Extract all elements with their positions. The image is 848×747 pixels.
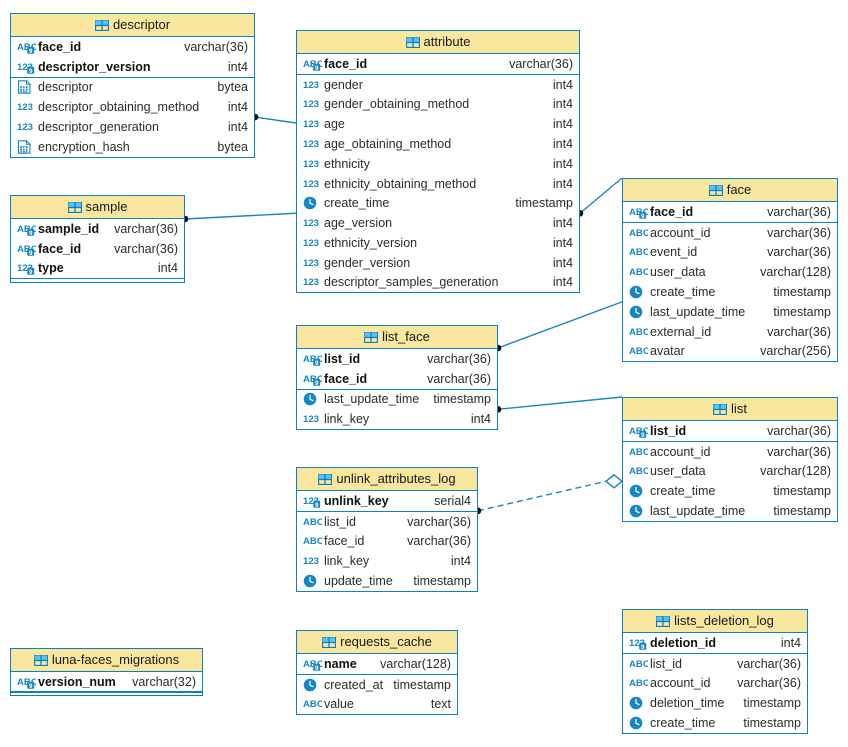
svg-text:123: 123 [303,218,319,229]
svg-text:123: 123 [17,122,33,133]
svg-text:123: 123 [303,80,319,91]
svg-text:ABC: ABC [629,346,648,357]
svg-text:9: 9 [315,65,319,71]
svg-text:123: 123 [303,139,319,150]
svg-text:123: 123 [303,100,319,111]
svg-text:9: 9 [641,213,645,219]
svg-text:123: 123 [303,238,319,249]
svg-text:ABC: ABC [629,248,648,259]
svg-text:9: 9 [315,360,319,366]
svg-text:ABC: ABC [629,659,648,670]
svg-text:ABC: ABC [303,700,322,711]
svg-text:9: 9 [29,48,33,54]
svg-text:ABC: ABC [629,327,648,338]
svg-text:9: 9 [29,269,33,275]
svg-text:123: 123 [303,556,319,567]
svg-text:9: 9 [641,644,645,650]
svg-text:ABC: ABC [629,467,648,478]
svg-text:9: 9 [315,380,319,386]
svg-text:9: 9 [315,502,319,508]
svg-text:123: 123 [303,179,319,190]
svg-text:9: 9 [641,432,645,438]
svg-text:123: 123 [303,119,319,130]
svg-text:9: 9 [29,250,33,256]
svg-text:ABC: ABC [629,267,648,278]
svg-text:ABC: ABC [629,228,648,239]
svg-text:123: 123 [303,258,319,269]
svg-text:9: 9 [29,230,33,236]
svg-text:123: 123 [303,159,319,170]
svg-text:ABC: ABC [303,537,322,548]
svg-text:123: 123 [303,278,319,289]
svg-text:9: 9 [315,665,319,671]
svg-text:123: 123 [17,102,33,113]
svg-text:9: 9 [29,68,33,74]
svg-text:123: 123 [303,414,319,425]
svg-text:9: 9 [29,683,33,689]
svg-text:ABC: ABC [303,517,322,528]
svg-text:ABC: ABC [629,679,648,690]
svg-text:ABC: ABC [629,447,648,458]
